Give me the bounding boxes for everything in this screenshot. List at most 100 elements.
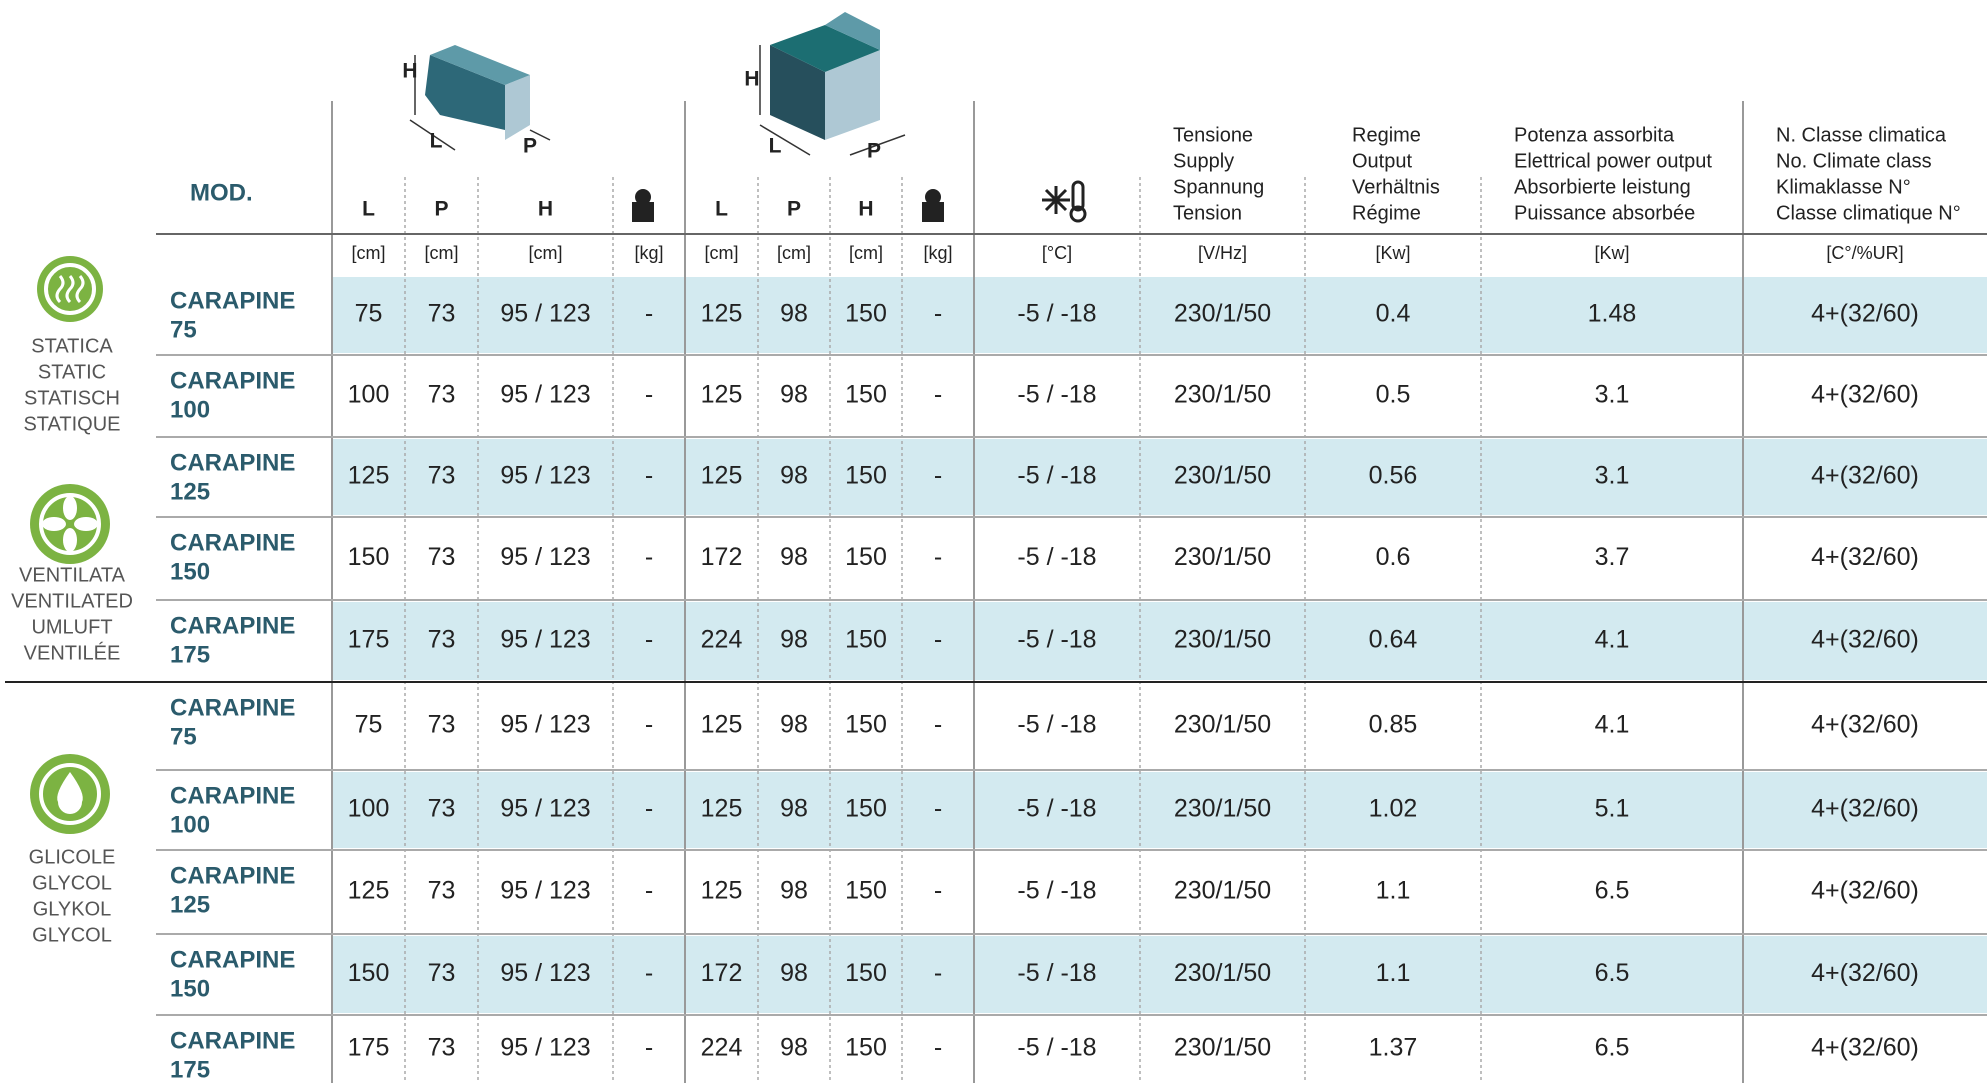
unit: [C°/%UR] [1826, 243, 1903, 263]
cell: -5 / -18 [1017, 300, 1096, 328]
cell: - [934, 959, 942, 987]
column-header: Absorbierte leistung [1514, 176, 1691, 198]
cell: 95 / 123 [500, 711, 590, 739]
unit: [cm] [425, 243, 459, 263]
weight-icon [922, 189, 944, 222]
cell: 73 [428, 300, 456, 328]
group-label: STATICA [31, 335, 113, 357]
cell: 1.1 [1376, 877, 1411, 905]
row-shade [332, 602, 1987, 680]
cell: - [645, 795, 653, 823]
cell: - [934, 300, 942, 328]
cell: 230/1/50 [1174, 300, 1271, 328]
cell: 4+(32/60) [1811, 711, 1919, 739]
column-header: N. Classe climatica [1776, 124, 1947, 146]
fan-icon [30, 484, 110, 564]
cell: -5 / -18 [1017, 877, 1096, 905]
group-label: GLICOLE [29, 846, 116, 868]
cell: 125 [701, 877, 743, 905]
unit: [cm] [777, 243, 811, 263]
column-header: Tensione [1173, 124, 1253, 146]
cell: 98 [780, 626, 808, 654]
column-header: Spannung [1173, 176, 1264, 198]
cell: 0.6 [1376, 543, 1411, 571]
cell: 75 [355, 711, 383, 739]
cell: 95 / 123 [500, 300, 590, 328]
cell: 73 [428, 877, 456, 905]
cell: - [645, 959, 653, 987]
cell: 125 [701, 711, 743, 739]
dim-header: P [787, 198, 801, 221]
cell: 98 [780, 795, 808, 823]
model-name: CARAPINE [170, 529, 295, 556]
model-name: 75 [170, 316, 197, 343]
cell: 172 [701, 959, 743, 987]
group-label: STATISCH [24, 387, 120, 409]
cell: 95 / 123 [500, 462, 590, 490]
cell: - [645, 1034, 653, 1062]
model-name: 125 [170, 478, 210, 505]
cell: 4+(32/60) [1811, 1034, 1919, 1062]
unit: [V/Hz] [1198, 243, 1247, 263]
cell: 150 [845, 1034, 887, 1062]
unit: [cm] [529, 243, 563, 263]
cell: 100 [348, 381, 390, 409]
cell: - [934, 795, 942, 823]
cell: -5 / -18 [1017, 462, 1096, 490]
cell: 98 [780, 300, 808, 328]
glycol-icon [30, 754, 110, 834]
cell: 3.1 [1595, 381, 1630, 409]
temp-icon [1042, 180, 1087, 223]
cell: - [645, 462, 653, 490]
cell: 150 [845, 711, 887, 739]
model-name: CARAPINE [170, 1027, 295, 1054]
cell: 5.1 [1595, 795, 1630, 823]
row-shade [332, 772, 1987, 848]
model-name: 125 [170, 891, 210, 918]
cell: 150 [845, 300, 887, 328]
cell: 98 [780, 381, 808, 409]
cell: - [645, 711, 653, 739]
cell: 125 [701, 795, 743, 823]
cell: 3.7 [1595, 543, 1630, 571]
static-icon [37, 256, 103, 322]
cell: 75 [355, 300, 383, 328]
cell: 0.56 [1369, 462, 1418, 490]
counter-drawing [409, 45, 551, 151]
cell: -5 / -18 [1017, 795, 1096, 823]
cell: 73 [428, 626, 456, 654]
cell: 4+(32/60) [1811, 381, 1919, 409]
unit: [°C] [1042, 243, 1072, 263]
cell: - [645, 543, 653, 571]
cell: 4+(32/60) [1811, 959, 1919, 987]
cell: 95 / 123 [500, 543, 590, 571]
group-label: VENTILÉE [24, 641, 121, 664]
cell: -5 / -18 [1017, 711, 1096, 739]
model-name: CARAPINE [170, 367, 295, 394]
group-label: VENTILATED [11, 590, 133, 612]
cell: 98 [780, 711, 808, 739]
cell: 95 / 123 [500, 795, 590, 823]
cell: 4+(32/60) [1811, 877, 1919, 905]
cell: 95 / 123 [500, 959, 590, 987]
cell: - [934, 711, 942, 739]
cell: - [645, 877, 653, 905]
column-header: No. Climate class [1776, 150, 1932, 172]
cell: 4.1 [1595, 626, 1630, 654]
cell: 6.5 [1595, 877, 1630, 905]
cell: 98 [780, 959, 808, 987]
cell: 125 [348, 877, 390, 905]
model-name: 150 [170, 975, 210, 1002]
cell: 4+(32/60) [1811, 795, 1919, 823]
cell: 1.02 [1369, 795, 1418, 823]
cell: -5 / -18 [1017, 959, 1096, 987]
cell: 73 [428, 1034, 456, 1062]
drawing-label: P [867, 140, 881, 163]
model-name: CARAPINE [170, 612, 295, 639]
cell: 230/1/50 [1174, 877, 1271, 905]
cell: 230/1/50 [1174, 711, 1271, 739]
mod-header: MOD. [190, 179, 253, 206]
drawing-label: L [430, 130, 443, 153]
cell: 150 [348, 959, 390, 987]
